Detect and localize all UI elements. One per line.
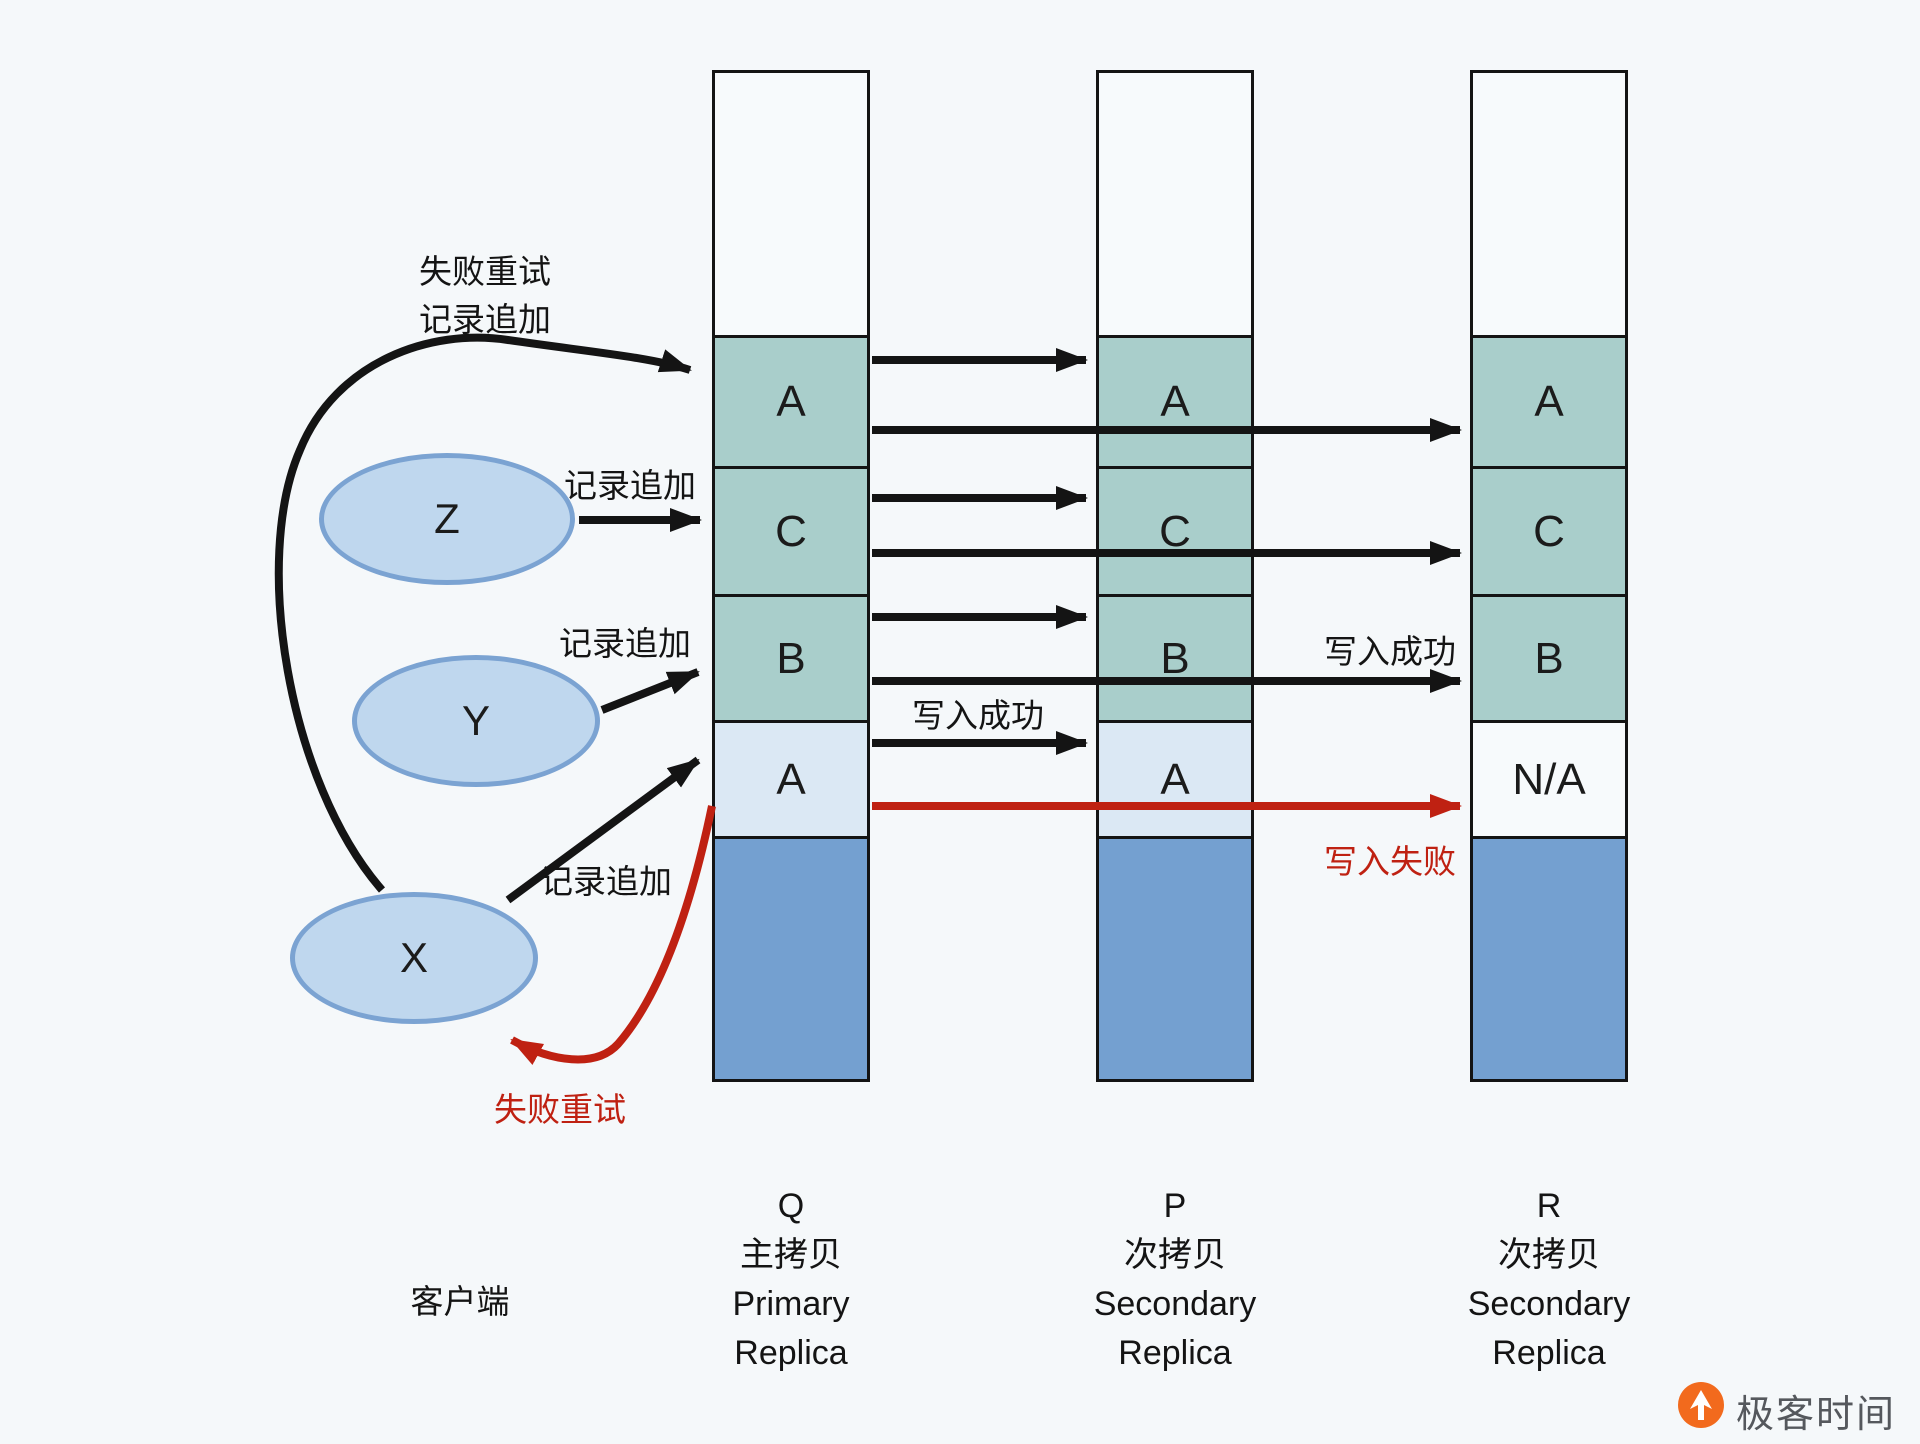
segment-free-space xyxy=(1099,836,1251,1079)
replica-p-footer: P 次拷贝 Secondary Replica xyxy=(1065,1182,1285,1378)
geektime-logo-icon xyxy=(1678,1382,1724,1428)
geektime-logo-text: 极客时间 xyxy=(1736,1393,1897,1436)
record-label: A xyxy=(1534,377,1564,426)
replica-role-en1: Secondary xyxy=(1093,1285,1257,1323)
retry-append-line1: 失败重试 xyxy=(419,253,551,290)
record-label: B xyxy=(1160,633,1190,683)
record-label: C xyxy=(1159,506,1191,556)
segment-record-b: B xyxy=(1473,594,1625,720)
replica-role-en2: Replica xyxy=(734,1334,848,1372)
append-label-z: 记录追加 xyxy=(564,467,696,504)
replica-role-cn: 次拷贝 xyxy=(1124,1236,1226,1274)
geektime-logo: 极客时间 xyxy=(1676,1382,1896,1438)
replica-name: R xyxy=(1536,1187,1562,1225)
append-label-y: 记录追加 xyxy=(559,625,691,662)
record-label: A xyxy=(1160,754,1190,804)
replica-role-en2: Replica xyxy=(1118,1334,1232,1372)
record-label: B xyxy=(776,633,806,683)
segment-record-c: C xyxy=(715,466,867,594)
arrow-retry-append-curve xyxy=(274,333,692,893)
segment-record-a: A xyxy=(715,335,867,466)
replica-role-en1: Primary xyxy=(732,1285,850,1323)
client-label: Y xyxy=(461,697,490,744)
write-fail-label: 写入失败 xyxy=(1324,843,1456,880)
replica-column-p: A C B A xyxy=(1096,70,1254,1082)
segment-record-c: C xyxy=(1099,466,1251,594)
client-section-label: 客户端 xyxy=(410,1283,510,1320)
segment-not-written: N/A xyxy=(1473,720,1625,836)
replica-role-en2: Replica xyxy=(1492,1334,1606,1372)
write-success-label-qp: 写入成功 xyxy=(912,697,1044,734)
client-node-y: Y xyxy=(352,655,600,787)
segment-empty xyxy=(715,73,867,335)
retry-fail-label: 失败重试 xyxy=(494,1091,626,1128)
retry-append-label: 失败重试 记录追加 xyxy=(419,248,551,344)
record-label: A xyxy=(776,377,806,426)
replica-role-cn: 主拷贝 xyxy=(740,1236,842,1274)
replica-r-footer: R 次拷贝 Secondary Replica xyxy=(1439,1182,1659,1378)
client-label: X xyxy=(399,934,428,981)
append-label-x: 记录追加 xyxy=(540,863,672,900)
client-node-z: Z xyxy=(319,453,575,585)
replica-role-en1: Secondary xyxy=(1467,1285,1631,1323)
write-success-label-pr: 写入成功 xyxy=(1324,633,1456,670)
segment-empty xyxy=(1099,73,1251,335)
replica-column-r: A C B N/A xyxy=(1470,70,1628,1082)
client-label: Z xyxy=(434,495,460,542)
segment-record-b: B xyxy=(715,594,867,720)
replica-q-footer: Q 主拷贝 Primary Replica xyxy=(681,1182,901,1378)
record-label: B xyxy=(1534,633,1564,683)
replica-column-q: A C B A xyxy=(712,70,870,1082)
client-node-x: X xyxy=(290,892,538,1024)
segment-empty xyxy=(1473,73,1625,335)
record-label: A xyxy=(776,754,806,804)
record-label: C xyxy=(775,506,807,556)
segment-record-c: C xyxy=(1473,466,1625,594)
segment-pending-a: A xyxy=(1099,720,1251,836)
record-label: C xyxy=(1533,506,1565,556)
retry-append-line2: 记录追加 xyxy=(419,301,551,338)
record-label: N/A xyxy=(1512,754,1586,804)
replica-name: P xyxy=(1163,1187,1187,1225)
replica-name: Q xyxy=(777,1187,805,1225)
segment-record-a: A xyxy=(1473,335,1625,466)
replica-role-cn: 次拷贝 xyxy=(1498,1236,1600,1274)
segment-record-a: A xyxy=(1099,335,1251,466)
arrow-append-y-to-q xyxy=(600,668,700,714)
segment-pending-a: A xyxy=(715,720,867,836)
segment-record-b: B xyxy=(1099,594,1251,720)
segment-free-space xyxy=(1473,836,1625,1079)
arrow-retry-fail-curve xyxy=(510,805,716,1065)
record-label: A xyxy=(1160,377,1190,426)
segment-free-space xyxy=(715,836,867,1079)
